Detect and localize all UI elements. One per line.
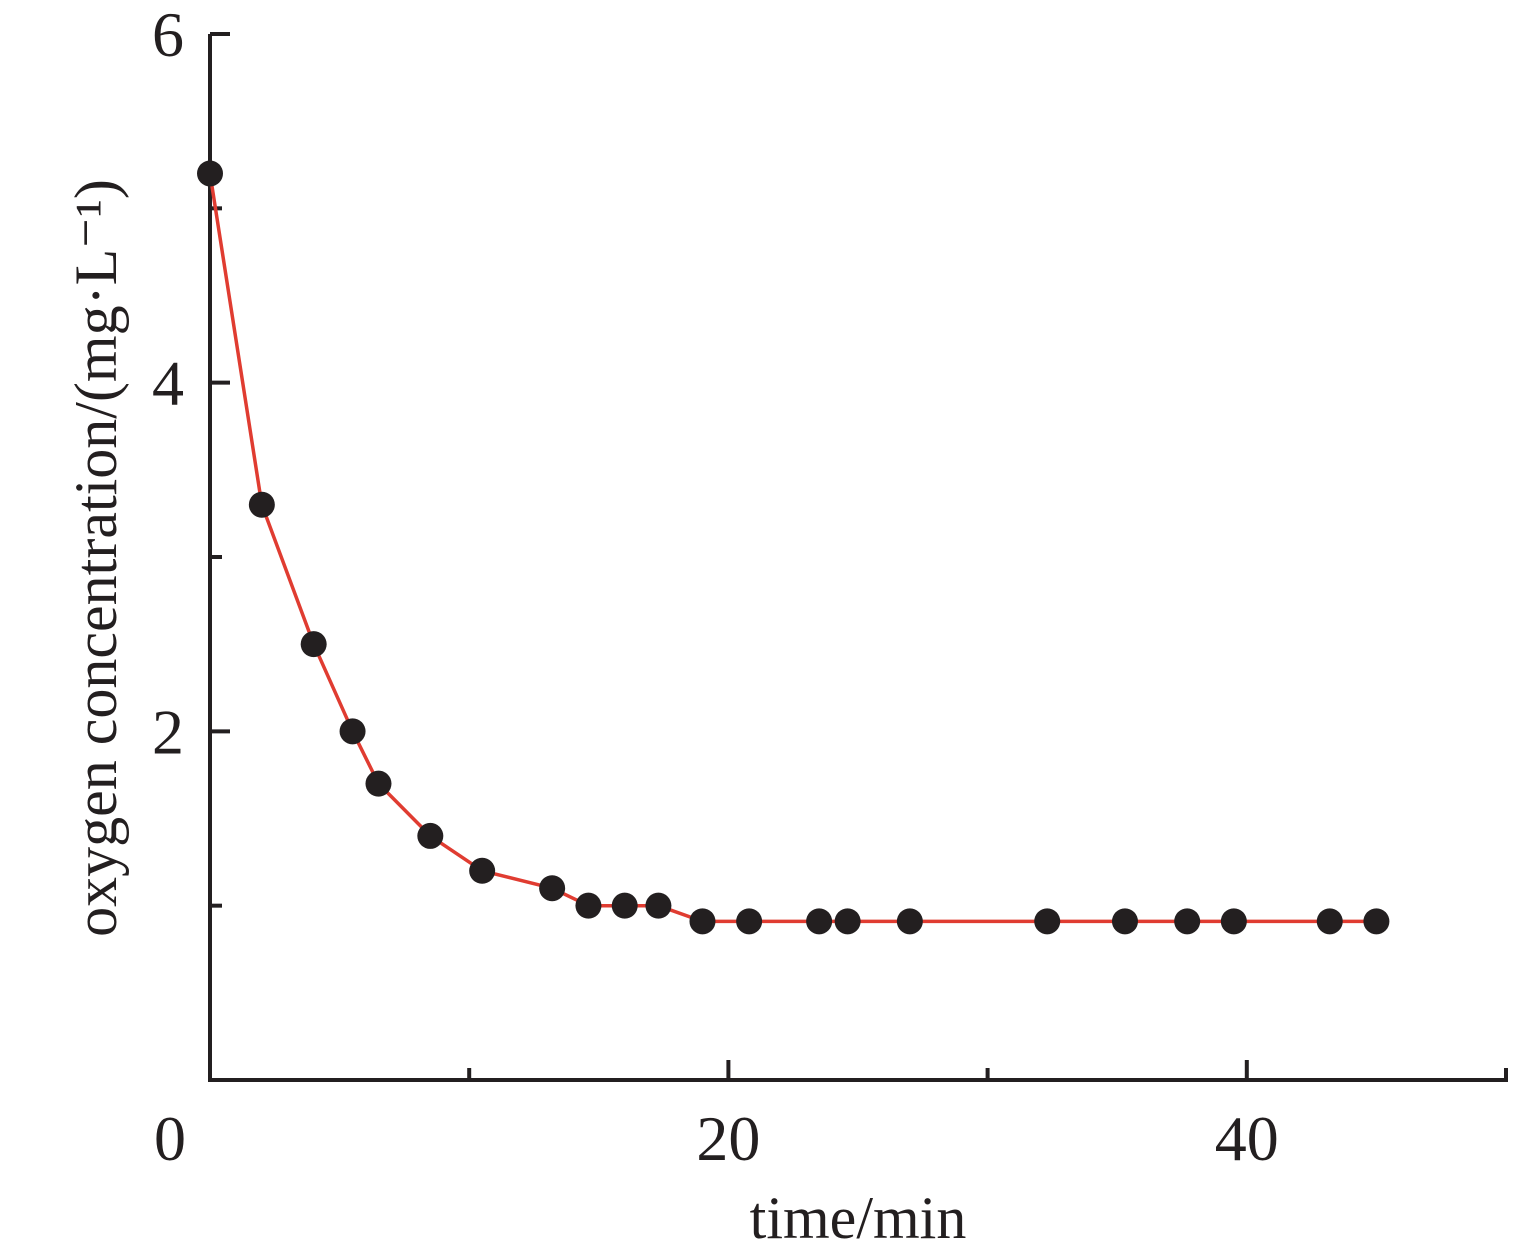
series-line: [208, 173, 1377, 924]
plot-area: [197, 160, 1390, 935]
data-point: [896, 908, 923, 935]
x-tick-label: 20: [696, 1103, 760, 1174]
ticks: [210, 32, 1508, 1080]
data-point: [248, 491, 275, 518]
x-tick-label: 40: [1215, 1103, 1279, 1174]
y-axis-title: oxygen concentration/(mg·L⁻¹): [63, 179, 129, 937]
data-point: [1363, 908, 1390, 935]
data-point: [469, 857, 496, 884]
data-point: [1220, 908, 1247, 935]
data-point: [575, 892, 602, 919]
data-point: [806, 908, 833, 935]
data-point: [645, 892, 672, 919]
y-tick-label: 2: [152, 696, 184, 767]
x-tick-label: 0: [154, 1103, 186, 1174]
x-axis-title: time/min: [750, 1185, 967, 1251]
data-point: [300, 631, 327, 658]
data-point: [834, 908, 861, 935]
data-points: [197, 160, 1390, 935]
data-point: [736, 908, 763, 935]
data-point: [365, 770, 392, 797]
y-tick-label: 4: [152, 348, 184, 419]
data-point: [1034, 908, 1061, 935]
data-point: [1316, 908, 1343, 935]
y-tick-label: 6: [152, 0, 184, 70]
data-point: [339, 718, 366, 745]
data-point: [1111, 908, 1138, 935]
data-point: [197, 160, 223, 187]
data-point: [611, 892, 638, 919]
data-point: [417, 822, 444, 849]
data-point: [1174, 908, 1201, 935]
data-point: [689, 908, 716, 935]
data-point: [539, 875, 566, 902]
